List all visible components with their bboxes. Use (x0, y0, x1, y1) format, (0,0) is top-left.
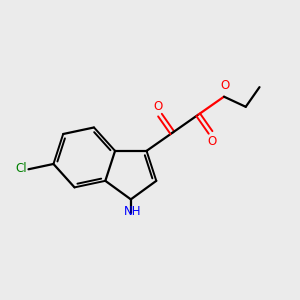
Text: NH: NH (124, 205, 141, 218)
Text: O: O (153, 100, 162, 113)
Text: O: O (221, 79, 230, 92)
Text: Cl: Cl (15, 162, 27, 175)
Text: O: O (207, 135, 217, 148)
